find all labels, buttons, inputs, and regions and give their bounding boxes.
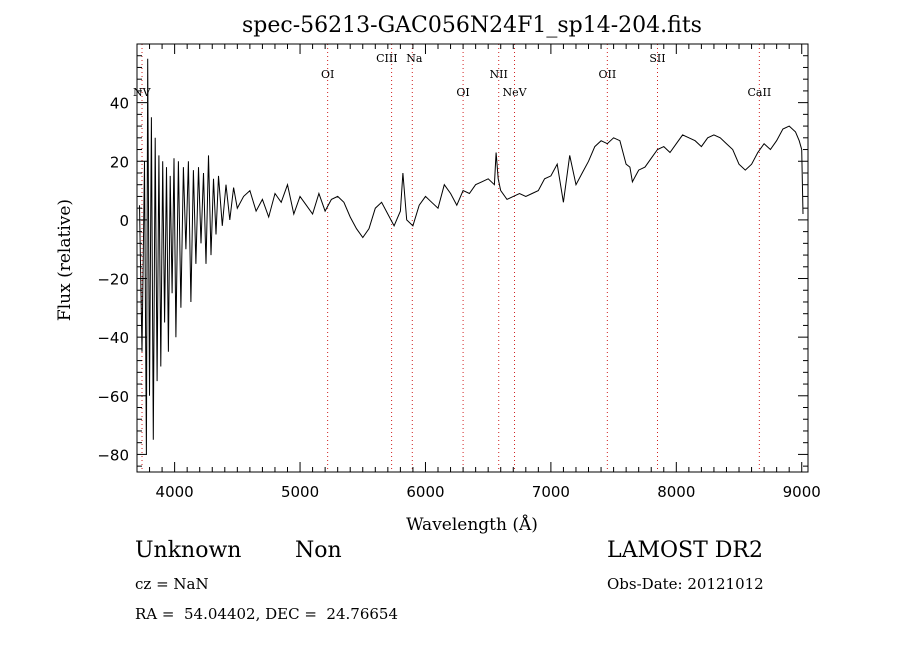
y-tick-label: 0 [119, 212, 129, 230]
x-tick-label: 7000 [532, 483, 570, 501]
line-label-4: OI [456, 86, 469, 99]
line-label-0: NV [133, 86, 152, 99]
y-tick-label: −20 [97, 271, 129, 289]
x-tick-label: 9000 [783, 483, 821, 501]
chart-title: spec-56213-GAC056N24F1_sp14-204.fits [242, 13, 702, 38]
spectrum-series-0 [139, 58, 804, 455]
x-tick-label: 6000 [406, 483, 444, 501]
object-subclass: Non [295, 538, 342, 563]
x-tick-label: 5000 [281, 483, 319, 501]
line-label-2: CIII [376, 52, 397, 65]
coordinates: RA = 54.04402, DEC = 24.76654 [135, 605, 399, 623]
survey-name: LAMOST DR2 [607, 538, 763, 563]
line-label-3: Na [406, 52, 423, 65]
object-class: Unknown [135, 538, 242, 563]
y-tick-label: 20 [110, 153, 129, 171]
plot-axes: 4000 5000 6000 7000 8000 9000 −80 −60 −40 −20 0 20 4… [97, 43, 821, 501]
y-tick-label: −80 [97, 446, 129, 464]
y-tick-label: −40 [97, 329, 129, 347]
x-axis-label: Wavelength (Å) [406, 514, 538, 535]
line-label-7: OII [598, 68, 616, 81]
obs-date: Obs-Date: 20121012 [607, 575, 764, 593]
line-label-1: OI [321, 68, 334, 81]
line-label-5: NII [490, 68, 508, 81]
x-tick-label: 8000 [657, 483, 695, 501]
x-tick-label: 4000 [156, 483, 194, 501]
y-axis-label: Flux (relative) [55, 199, 75, 321]
line-label-8: SII [649, 52, 665, 65]
line-label-9: CaII [748, 86, 772, 99]
y-tick-label: −60 [97, 388, 129, 406]
spectrum-line [139, 58, 804, 455]
line-labels: NV OI CIII Na OI NII NeV OII SII CaII [133, 52, 771, 99]
line-label-6: NeV [502, 86, 527, 99]
cz-value: cz = NaN [135, 575, 209, 593]
emission-line-markers [141, 44, 760, 472]
y-tick-label: 40 [110, 95, 129, 113]
plot-frame [136, 43, 809, 473]
